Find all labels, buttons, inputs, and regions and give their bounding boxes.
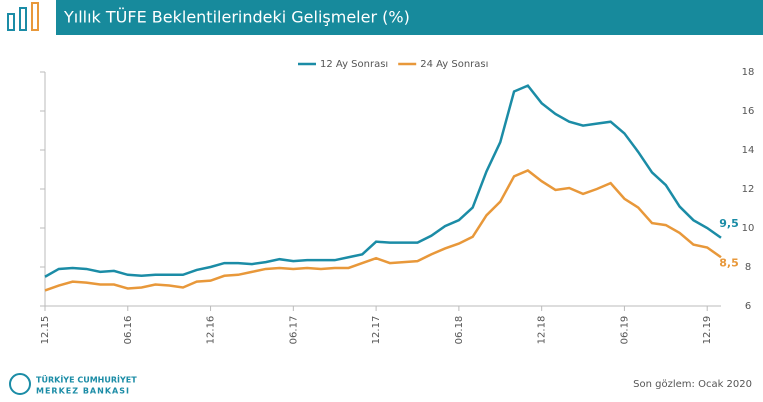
logo-line: MERKEZ BANKASI bbox=[36, 387, 130, 396]
y-tick-label: 16 bbox=[742, 106, 755, 117]
logo-icon bbox=[7, 2, 39, 31]
x-tick-label: 12.17 bbox=[371, 316, 382, 345]
series-line bbox=[44, 84, 722, 278]
y-tick-label: 12 bbox=[742, 184, 755, 195]
legend-label: 24 Ay Sonrası bbox=[420, 59, 488, 70]
y-tick-label: 8 bbox=[745, 262, 751, 273]
x-tick-label: 12.16 bbox=[206, 316, 217, 345]
x-tick-label: 06.18 bbox=[454, 316, 465, 345]
y-tick-label: 18 bbox=[742, 67, 755, 78]
x-tick-label: 12.15 bbox=[40, 316, 51, 345]
legend-label: 12 Ay Sonrası bbox=[320, 59, 388, 70]
y-tick-label: 10 bbox=[742, 223, 755, 234]
x-tick-label: 12.18 bbox=[537, 316, 548, 345]
x-tick-label: 12.19 bbox=[702, 316, 713, 345]
x-tick-label: 06.19 bbox=[619, 316, 630, 345]
logo-line: TÜRKİYE CUMHURİYET bbox=[36, 375, 137, 385]
value-label: 8,5 bbox=[719, 256, 739, 269]
y-tick-label: 6 bbox=[745, 301, 751, 312]
header-bar bbox=[56, 0, 763, 35]
series-line bbox=[44, 169, 722, 292]
chart-title: Yıllık TÜFE Beklentilerindeki Gelişmeler… bbox=[63, 8, 410, 27]
x-tick-label: 06.16 bbox=[123, 316, 134, 345]
x-tick-label: 06.17 bbox=[288, 316, 299, 345]
value-label: 9,5 bbox=[719, 217, 739, 230]
footnote: Son gözlem: Ocak 2020 bbox=[633, 379, 752, 390]
y-tick-label: 14 bbox=[742, 145, 755, 156]
bank-logo bbox=[9, 373, 31, 395]
